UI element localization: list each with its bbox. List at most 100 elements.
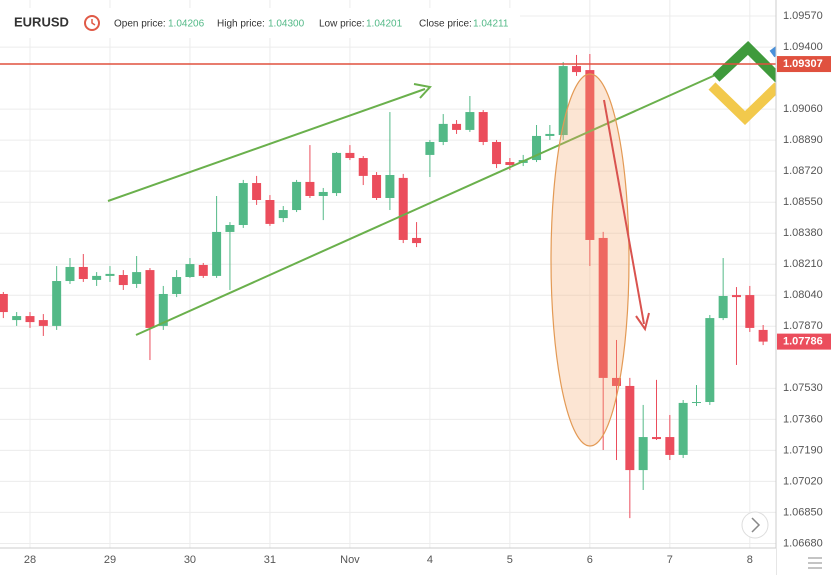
- x-tick-label: 28: [24, 554, 36, 566]
- candle-body: [358, 158, 368, 176]
- symbol: EURUSD: [14, 14, 69, 29]
- x-tick-label: 8: [747, 554, 753, 566]
- candle-body: [385, 175, 395, 198]
- x-tick-label: 4: [427, 554, 433, 566]
- candle-body: [505, 162, 515, 165]
- candle-body: [585, 70, 595, 240]
- trend-arrow: [107, 88, 426, 202]
- field-label: Close price:: [419, 19, 472, 30]
- y-tick-label: 1.07360: [783, 413, 823, 425]
- candle-body: [425, 141, 435, 155]
- candle-body: [745, 295, 755, 328]
- annotations: [0, 38, 791, 539]
- candle-body: [212, 231, 222, 276]
- candle-body: [478, 112, 488, 142]
- y-tick-label: 1.07020: [783, 475, 823, 487]
- candle-body: [572, 66, 582, 73]
- clock-hands: [91, 19, 96, 26]
- candle-body: [678, 402, 688, 455]
- clock-icon: [84, 15, 100, 31]
- field-label: Open price:: [114, 19, 166, 30]
- y-tick-label: 1.06680: [783, 537, 823, 549]
- logo-yellow: [708, 82, 782, 125]
- candle-body: [372, 175, 382, 198]
- x-tick-label: 7: [667, 554, 673, 566]
- candle-body: [492, 141, 502, 165]
- candle-body: [252, 183, 262, 201]
- candle-body: [198, 264, 208, 276]
- x-tick-label: 31: [264, 554, 276, 566]
- field-value: 1.04201: [366, 19, 403, 30]
- y-tick-label: 1.08210: [783, 258, 823, 270]
- candles: [0, 54, 768, 519]
- candle-body: [665, 437, 675, 455]
- y-tick-label: 1.08040: [783, 289, 823, 301]
- arrow-head: [413, 83, 432, 99]
- candle-body: [132, 272, 142, 284]
- y-tick-label: 1.08380: [783, 227, 823, 239]
- x-tick-label: 30: [184, 554, 196, 566]
- candle-body: [452, 123, 462, 130]
- candle-body: [278, 210, 288, 219]
- candle-body: [612, 377, 622, 386]
- field-value: 1.04300: [268, 19, 305, 30]
- candle-body: [305, 181, 315, 196]
- field-value: 1.04206: [168, 19, 205, 30]
- y-tick-label: 1.08550: [783, 196, 823, 208]
- header-bg: [0, 8, 520, 38]
- x-tick-label: 5: [507, 554, 513, 566]
- candle-body: [0, 293, 8, 313]
- candle-body: [438, 123, 448, 142]
- y-tick-label: 1.07190: [783, 444, 823, 456]
- y-tick-label: 1.09570: [783, 10, 823, 22]
- candle-body: [118, 275, 128, 286]
- x-tick-label: 6: [587, 554, 593, 566]
- candle-body: [25, 316, 35, 323]
- candle-body: [105, 273, 115, 276]
- candle-body: [38, 320, 48, 326]
- arrow-head: [635, 312, 650, 332]
- x-tick-label: Nov: [340, 554, 360, 566]
- candle-body: [398, 177, 408, 240]
- candle-body: [718, 295, 728, 319]
- candle-body: [292, 181, 302, 211]
- candle-body: [532, 135, 542, 161]
- y-tick-label: 1.08890: [783, 134, 823, 146]
- scroll-button[interactable]: [741, 511, 769, 539]
- y-tick-label: 1.09060: [783, 103, 823, 115]
- y-tick-label: 1.08720: [783, 165, 823, 177]
- y-tick-label: 1.07530: [783, 382, 823, 394]
- y-axis-panel: [776, 0, 832, 575]
- candle-body: [158, 293, 168, 326]
- candle-body: [225, 225, 235, 232]
- field-label: High price:: [217, 19, 265, 30]
- axis-settings-icon[interactable]: [808, 557, 822, 569]
- candle-body: [172, 277, 182, 294]
- candle-body: [345, 152, 355, 159]
- down-arrow: [603, 99, 645, 325]
- candle-body: [638, 437, 648, 471]
- candle-body: [318, 191, 328, 196]
- candle-body: [145, 270, 155, 328]
- candle-body: [65, 266, 75, 282]
- candle-body: [52, 281, 62, 326]
- field-label: Low price:: [319, 19, 365, 30]
- candle-body: [758, 329, 768, 342]
- logo-green: [712, 41, 784, 84]
- candle-body: [598, 237, 608, 378]
- last-price-label: 1.07786: [783, 336, 823, 348]
- candle-body: [558, 66, 568, 136]
- clock-face: [84, 15, 100, 31]
- axis-labels: 1.09570 1.09400 1.09060 1.08890 1.08720 1.085…: [24, 10, 831, 566]
- y-tick-label: 1.06850: [783, 506, 823, 518]
- price-label-box: [777, 56, 831, 73]
- candle-body: [731, 295, 741, 298]
- resistance-label: 1.09307: [783, 58, 823, 70]
- candle-body: [78, 266, 88, 280]
- candle-body: [92, 275, 102, 280]
- candle-body: [238, 183, 248, 226]
- candle-body: [332, 152, 342, 194]
